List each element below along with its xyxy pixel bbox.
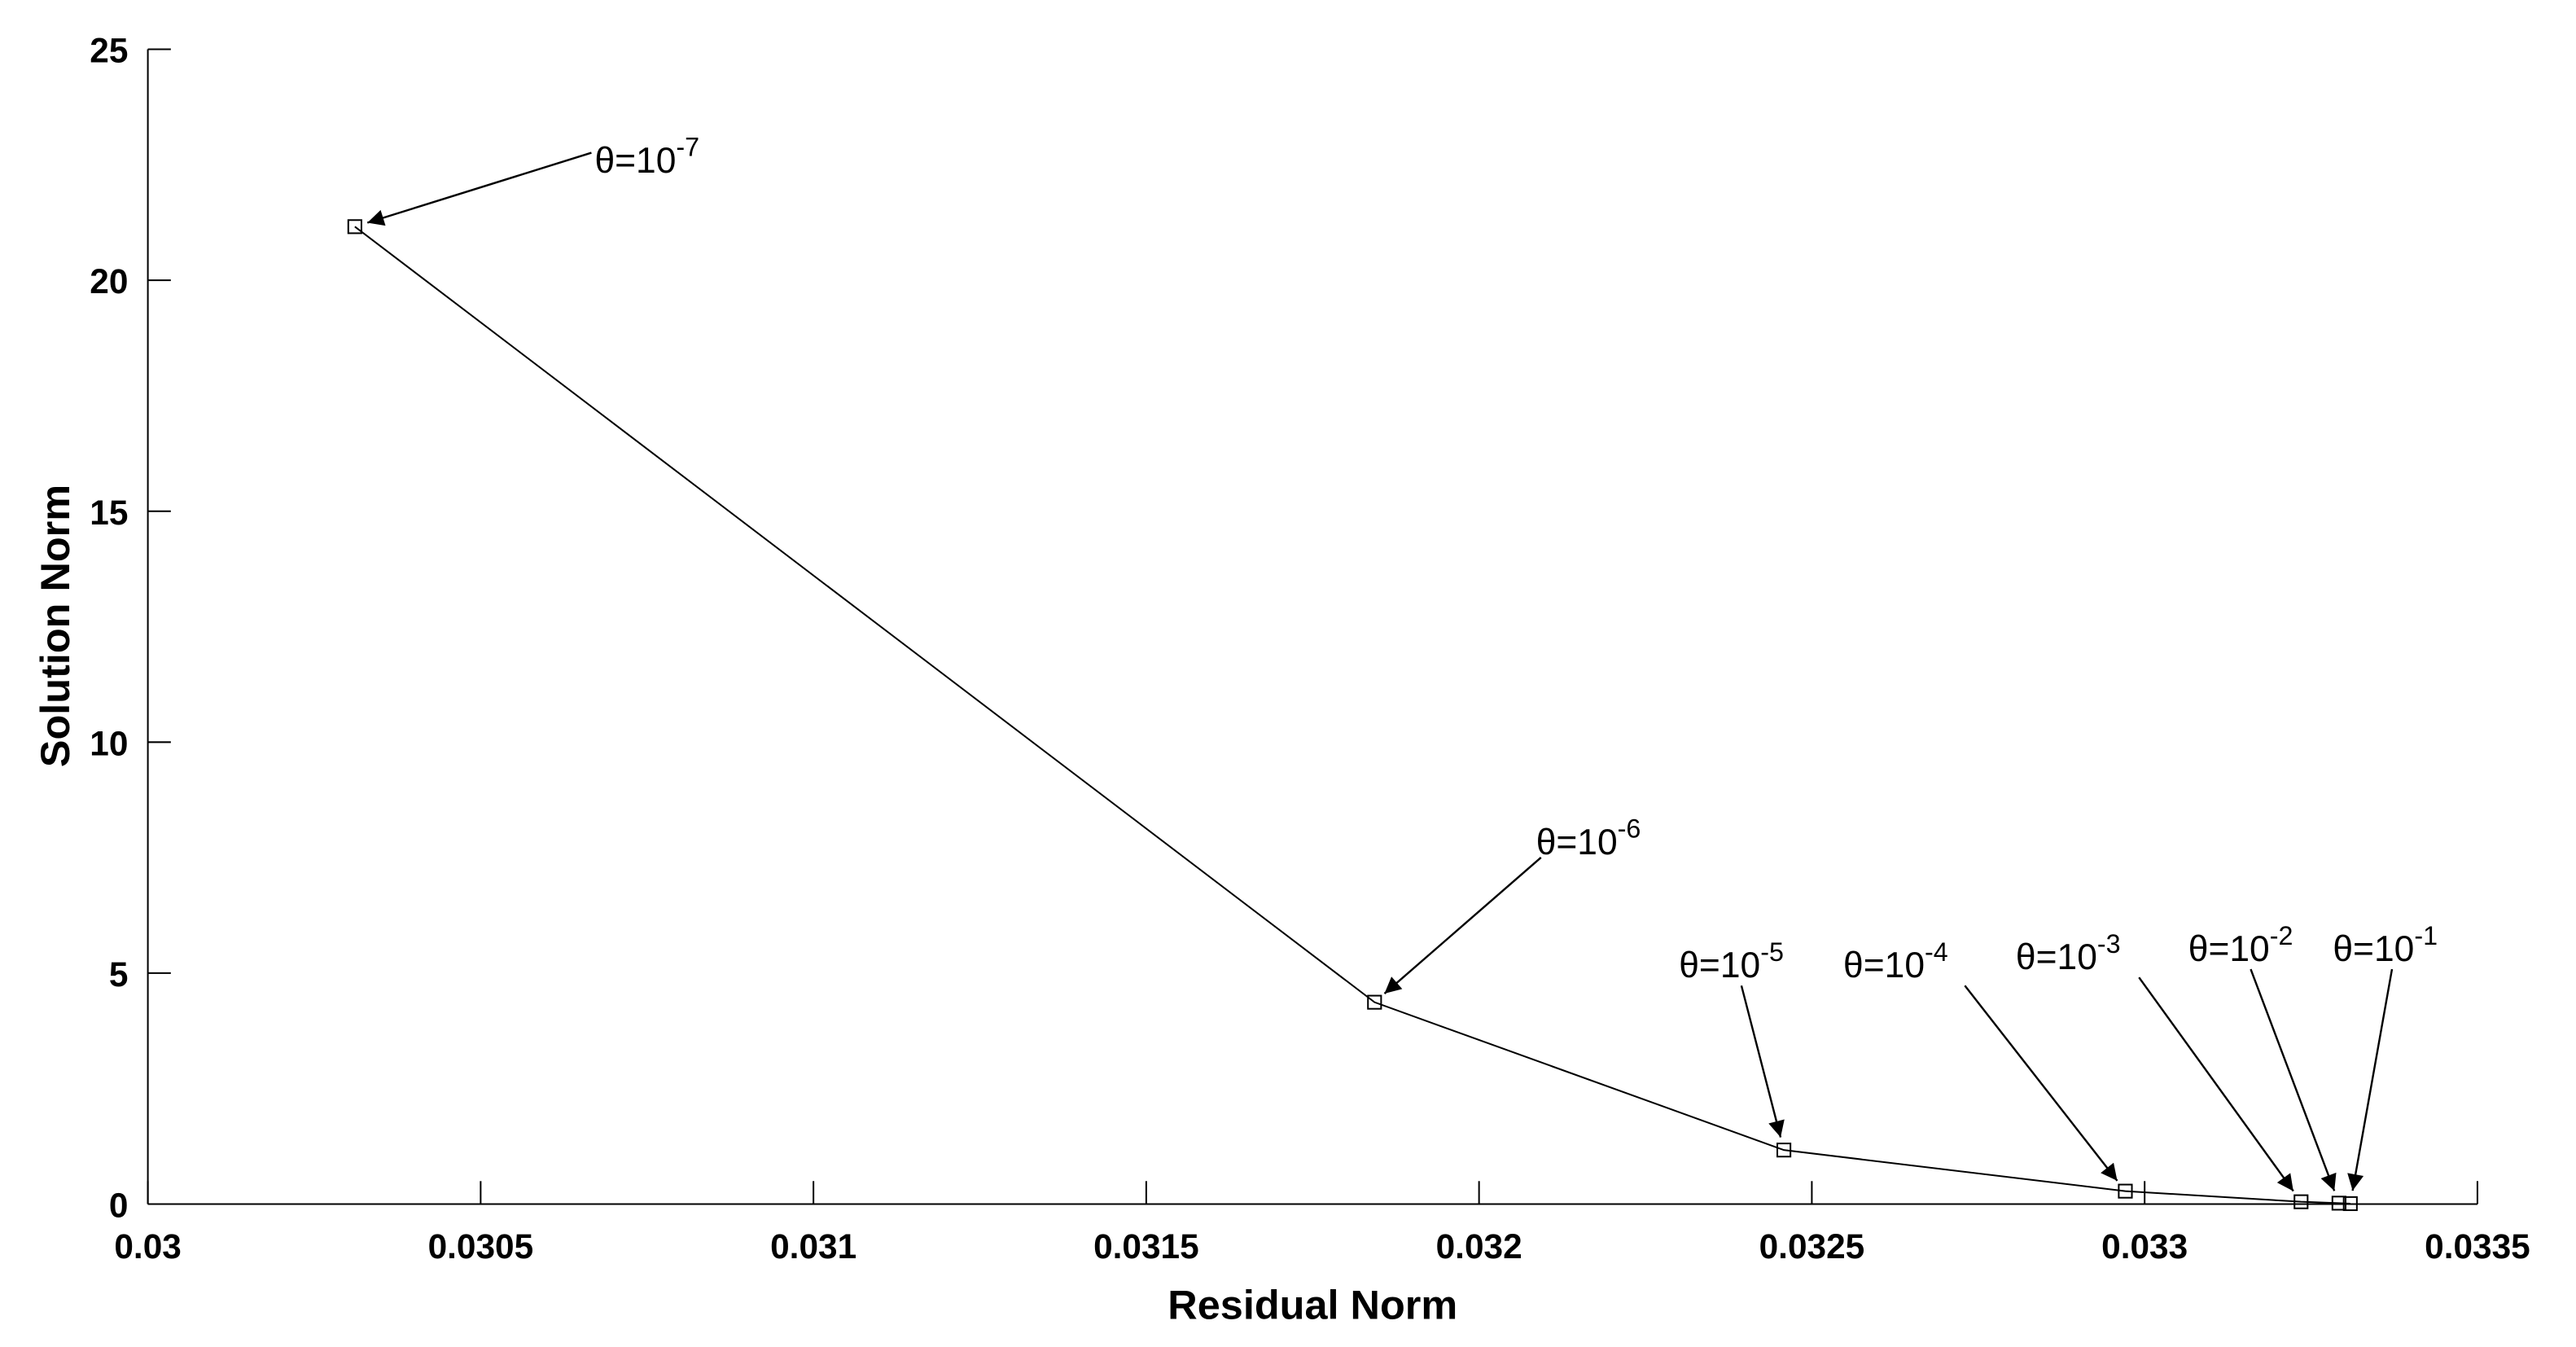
y-tick-label: 25 xyxy=(90,32,128,70)
x-tick-label: 0.033 xyxy=(2101,1227,2188,1266)
annotation-text: θ=10 xyxy=(2333,929,2414,969)
annotation: θ=10-6 xyxy=(1536,814,1641,862)
data-line xyxy=(354,226,2350,1204)
y-tick-label: 5 xyxy=(109,955,129,994)
annotation-exponent: -1 xyxy=(2414,921,2438,950)
annotation: θ=10-1 xyxy=(2333,921,2438,969)
annotation-exponent: -7 xyxy=(676,133,699,162)
y-tick-label: 0 xyxy=(109,1187,129,1225)
annotation-text: θ=10 xyxy=(2016,937,2097,977)
annotation-exponent: -6 xyxy=(1618,814,1641,844)
annotation-exponent: -2 xyxy=(2270,921,2293,950)
x-tick-label: 0.0315 xyxy=(1093,1227,1199,1266)
annotation-text: θ=10 xyxy=(1679,946,1760,985)
annotation-arrow xyxy=(2250,968,2337,1191)
annotation-exponent: -3 xyxy=(2097,929,2121,959)
x-tick-label: 0.03 xyxy=(114,1227,181,1266)
annotation-text: θ=10 xyxy=(594,141,676,181)
data-marker xyxy=(2118,1183,2133,1199)
annotation: θ=10-4 xyxy=(1843,937,1948,985)
x-tick-label: 0.0325 xyxy=(1759,1227,1865,1266)
annotation-arrow xyxy=(366,151,592,226)
data-marker xyxy=(2331,1196,2346,1211)
data-marker xyxy=(2293,1194,2309,1209)
annotation: θ=10-5 xyxy=(1679,937,1784,985)
x-tick-label: 0.031 xyxy=(770,1227,856,1266)
x-tick-label: 0.032 xyxy=(1436,1227,1522,1266)
data-marker xyxy=(2342,1196,2358,1212)
annotation: θ=10-7 xyxy=(594,133,699,181)
data-marker xyxy=(1776,1143,1792,1158)
annotation-exponent: -5 xyxy=(1760,937,1784,967)
y-tick-label: 15 xyxy=(90,494,128,532)
annotation: θ=10-2 xyxy=(2188,921,2293,969)
annotation-arrow xyxy=(1740,985,1785,1138)
annotation-text: θ=10 xyxy=(2188,929,2270,969)
y-tick-label: 20 xyxy=(90,262,128,301)
x-tick-label: 0.0305 xyxy=(428,1227,534,1266)
data-marker xyxy=(1367,994,1382,1010)
y-axis-label: Solution Norm xyxy=(32,485,78,767)
y-tick-label: 10 xyxy=(90,724,128,762)
annotation-exponent: -4 xyxy=(1925,937,1948,967)
annotation-arrow xyxy=(1964,985,2118,1182)
x-tick-label: 0.0335 xyxy=(2425,1227,2530,1266)
annotation-arrow xyxy=(2347,968,2394,1191)
annotation-text: θ=10 xyxy=(1843,946,1925,985)
annotation-text: θ=10 xyxy=(1536,823,1618,862)
annotation: θ=10-3 xyxy=(2016,929,2121,977)
x-axis-label: Residual Norm xyxy=(1168,1282,1457,1328)
annotation-arrow xyxy=(2138,976,2294,1192)
annotation-arrow xyxy=(1383,856,1542,994)
data-marker xyxy=(347,219,362,235)
